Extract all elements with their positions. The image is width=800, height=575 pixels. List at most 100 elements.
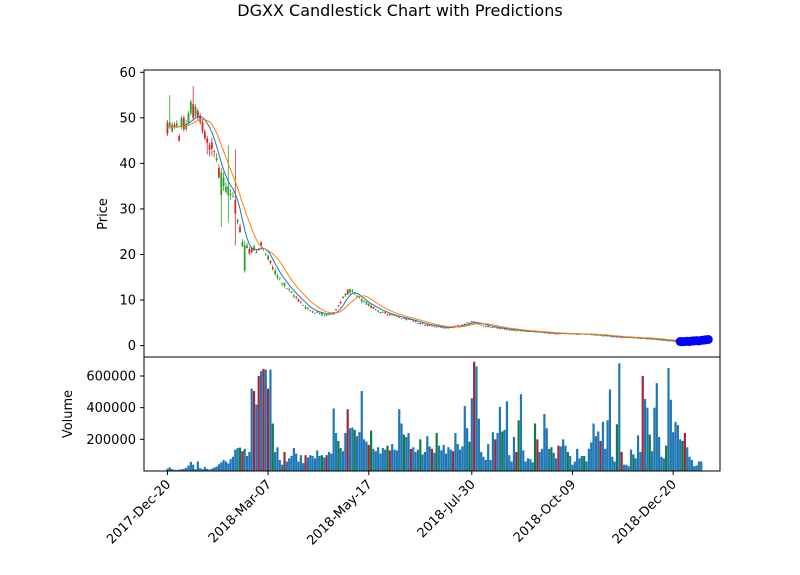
- candle-body: [426, 324, 429, 326]
- volume-bar: [681, 440, 684, 471]
- candle-body: [253, 246, 255, 251]
- volume-bar: [185, 467, 188, 471]
- volume-bar: [693, 466, 696, 471]
- volume-bar: [454, 433, 457, 471]
- candle-body: [295, 297, 298, 298]
- candle-body: [222, 177, 225, 186]
- volume-bar: [639, 452, 642, 471]
- volume-bar: [632, 454, 635, 471]
- volume-bar: [203, 467, 206, 471]
- volume-bar: [683, 433, 686, 471]
- volume-bar: [309, 455, 312, 471]
- volume-bar: [470, 398, 473, 471]
- candle-body: [178, 136, 181, 141]
- volume-bar: [288, 458, 291, 471]
- candle-body: [398, 317, 401, 318]
- volume-bar: [430, 448, 434, 471]
- volume-bar: [690, 459, 694, 471]
- chart-title: DGXX Candlestick Chart with Predictions: [237, 1, 562, 20]
- volume-bar: [650, 451, 654, 471]
- volume-bar: [259, 371, 263, 471]
- candle-body: [524, 330, 527, 332]
- volume-bar: [566, 452, 569, 471]
- volume-bar: [332, 408, 335, 471]
- candle-body: [442, 327, 445, 329]
- volume-bar: [512, 436, 516, 471]
- volume-bar: [370, 430, 373, 471]
- volume-bar: [515, 452, 518, 471]
- candle-body: [440, 327, 443, 328]
- candle-body: [166, 122, 169, 134]
- volume-bar: [192, 464, 195, 471]
- price-y-tick-label: 30: [119, 202, 136, 217]
- price-y-tick-label: 50: [119, 111, 136, 126]
- volume-bar: [264, 369, 267, 471]
- volume-bar: [409, 448, 413, 471]
- volume-bar: [667, 368, 670, 471]
- volume-bar: [433, 452, 436, 471]
- volume-bar: [262, 368, 265, 471]
- candle-body: [501, 328, 504, 329]
- candle-body: [199, 115, 202, 123]
- candle-body: [552, 333, 555, 335]
- volume-bar: [540, 448, 544, 471]
- volume-bar: [252, 391, 256, 471]
- volume-bar: [440, 450, 443, 471]
- volume-bar: [285, 461, 288, 471]
- volume-bar: [362, 439, 366, 471]
- volume-bar: [672, 432, 675, 471]
- volume-bar: [697, 461, 701, 471]
- candle-body: [403, 317, 405, 319]
- volume-bar: [508, 455, 511, 471]
- candle-body: [292, 295, 295, 297]
- volume-bar: [615, 424, 619, 471]
- candle-body: [342, 297, 344, 299]
- candle-body: [215, 158, 218, 160]
- volume-bar: [611, 456, 614, 471]
- candle-body: [278, 277, 281, 279]
- x-tick-label: 2018-May-17: [304, 477, 375, 548]
- candle-body: [168, 122, 171, 127]
- volume-bar: [374, 451, 377, 471]
- candle-body: [557, 333, 560, 335]
- volume-bar: [166, 468, 169, 471]
- volume-bar: [573, 461, 576, 471]
- candle-body: [379, 312, 382, 313]
- volume-bar: [437, 445, 441, 471]
- volume-bar: [295, 453, 298, 471]
- candle-body: [461, 324, 464, 326]
- volume-bar: [241, 451, 244, 471]
- candle-body: [274, 270, 277, 275]
- candle-body: [491, 326, 494, 328]
- candle-body: [299, 301, 302, 303]
- candle-body: [192, 104, 195, 118]
- prediction-markers: [675, 334, 713, 347]
- volume-bar: [365, 441, 368, 471]
- volume-bar: [231, 456, 235, 471]
- volume-bar: [180, 469, 183, 471]
- volume-bar: [695, 465, 698, 471]
- candle-body: [264, 254, 267, 256]
- volume-bar: [669, 399, 672, 471]
- volume-bar: [571, 464, 574, 471]
- candle-body: [358, 296, 361, 298]
- candle-body: [515, 330, 518, 332]
- volume-bar: [299, 455, 302, 471]
- volume-bar: [372, 448, 375, 471]
- volume-bar: [346, 409, 349, 471]
- volume-bar: [341, 451, 345, 471]
- candle-body: [463, 323, 466, 325]
- candle-body: [407, 318, 410, 320]
- volume-bar: [503, 429, 506, 471]
- volume-bar: [601, 421, 605, 471]
- volume-bar: [222, 459, 225, 471]
- volume-bar: [327, 452, 331, 471]
- candle-body: [672, 340, 675, 342]
- volume-bar: [643, 398, 647, 471]
- volume-bar: [599, 440, 602, 471]
- volume-bar: [510, 461, 513, 471]
- volume-bar: [646, 407, 649, 471]
- volume-y-tick-label: 200000: [86, 433, 136, 448]
- volume-bar: [543, 414, 546, 471]
- price-plot-frame: [143, 69, 721, 358]
